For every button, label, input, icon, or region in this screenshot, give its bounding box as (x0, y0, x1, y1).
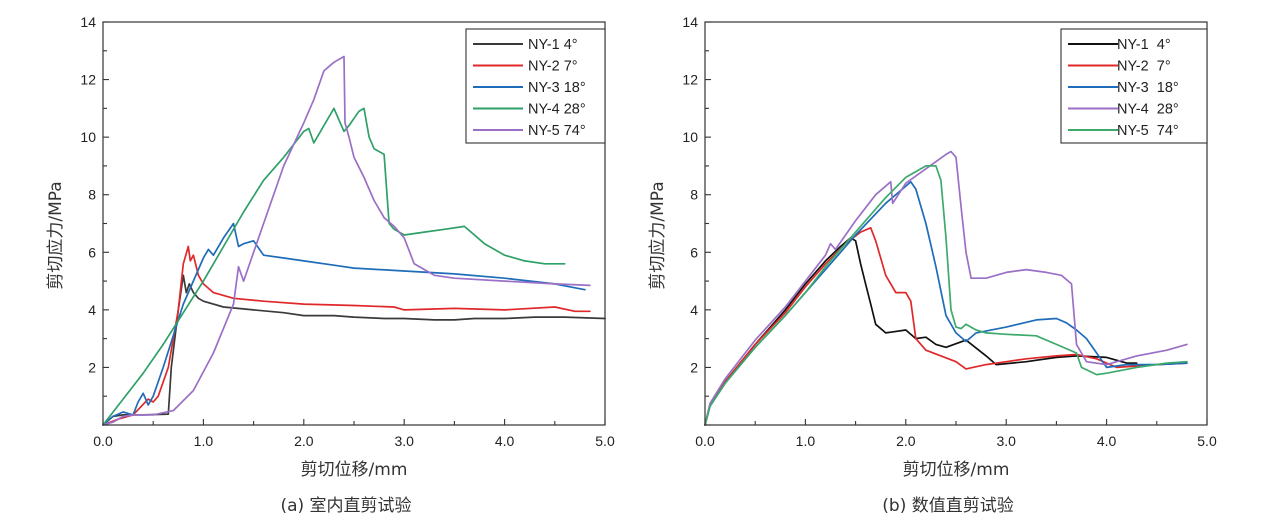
chart-b-series-layer (704, 150, 1188, 426)
chart-a-legend-item: NY-1 4° (473, 37, 578, 53)
chart-b-x-tick-label: 2.0 (896, 433, 916, 449)
chart-b-x-axis-title: 剪切位移/mm (903, 460, 1010, 480)
chart-a-legend-item: NY-5 74° (473, 123, 586, 139)
chart-a-series-4 (102, 107, 566, 426)
chart-b-legend-label: NY-1 4° (1117, 37, 1171, 53)
chart-b-legend-label: NY-2 7° (1117, 59, 1171, 75)
chart-b: 0.0 1.0 2.0 3.0 4.0 5.0 2 4 6 8 10 12 14 剪切位移/mm 剪切… (648, 14, 1217, 516)
chart-a-series-1 (102, 274, 606, 426)
chart-a-legend-item: NY-4 28° (473, 102, 586, 118)
chart-b-legend-item: NY-4 28° (1068, 102, 1179, 118)
chart-a-caption: (a) 室内直剪试验 (280, 496, 411, 516)
chart-b-legend-item: NY-1 4° (1068, 37, 1171, 53)
chart-a-legend-label: NY-2 7° (528, 59, 578, 75)
chart-a-legend-label: NY-1 4° (528, 37, 578, 53)
chart-b-legend-item: NY-3 18° (1068, 80, 1179, 96)
chart-b-y-tick-label: 12 (682, 72, 698, 88)
chart-b-y-tick-label: 14 (682, 14, 698, 30)
chart-b-x-tick-label: 3.0 (996, 433, 1016, 449)
chart-b-x-tick-label: 0.0 (695, 433, 715, 449)
chart-b-y-tick-label: 2 (690, 359, 698, 375)
chart-b-series-1 (704, 237, 1138, 426)
chart-b-x-tick-label: 4.0 (1097, 433, 1117, 449)
chart-b-legend: NY-1 4° NY-2 7° NY-3 18° NY-4 28° NY-5 74° (1060, 28, 1208, 144)
chart-b-legend-item: NY-2 7° (1068, 59, 1171, 75)
chart-b-legend-item: NY-5 74° (1068, 123, 1179, 139)
chart-b-series-3 (704, 180, 1188, 426)
chart-b-x-tick-label: 1.0 (796, 433, 816, 449)
chart-b-legend-label: NY-3 18° (1117, 80, 1179, 96)
chart-a-x-axis-title: 剪切位移/mm (301, 460, 408, 480)
chart-a-y-tick-label: 10 (80, 129, 96, 145)
chart-b-y-tick-label: 8 (690, 187, 698, 203)
chart-a-legend-label: NY-3 18° (528, 80, 586, 96)
chart-a-x-tick-label: 2.0 (294, 433, 314, 449)
chart-b-y-tick-label: 10 (682, 129, 698, 145)
chart-b-legend-label: NY-5 74° (1117, 123, 1179, 139)
chart-a: 0.0 1.0 2.0 3.0 4.0 5.0 2 4 6 8 10 12 14 剪切位移/mm 剪切… (46, 14, 615, 516)
chart-b-y-axis-title: 剪切应力/MPa (648, 181, 668, 289)
chart-a-y-tick-label: 6 (88, 244, 96, 260)
chart-b-ticks (704, 21, 1208, 426)
chart-a-series-2 (102, 245, 591, 426)
chart-a-x-tick-label: 1.0 (194, 433, 214, 449)
chart-a-ticks (102, 21, 606, 426)
chart-b-series-4 (704, 150, 1188, 426)
chart-a-y-tick-label: 12 (80, 72, 96, 88)
chart-b-y-tick-labels: 2 4 6 8 10 12 14 (682, 14, 698, 375)
chart-a-y-tick-labels: 2 4 6 8 10 12 14 (80, 14, 96, 375)
chart-b-caption: (b) 数值直剪试验 (882, 496, 1013, 516)
chart-a-y-tick-label: 4 (88, 302, 96, 318)
chart-a-y-tick-label: 2 (88, 359, 96, 375)
chart-b-y-tick-label: 6 (690, 244, 698, 260)
chart-a-legend-label: NY-4 28° (528, 102, 586, 118)
chart-b-y-tick-label: 4 (690, 302, 698, 318)
chart-b-x-tick-label: 5.0 (1197, 433, 1217, 449)
chart-a-x-tick-label: 3.0 (394, 433, 414, 449)
chart-a-x-tick-labels: 0.0 1.0 2.0 3.0 4.0 5.0 (93, 433, 615, 449)
chart-a-x-tick-label: 5.0 (595, 433, 615, 449)
chart-a-x-tick-label: 4.0 (495, 433, 515, 449)
chart-b-x-tick-labels: 0.0 1.0 2.0 3.0 4.0 5.0 (695, 433, 1217, 449)
chart-b-series-2 (704, 226, 1188, 426)
chart-a-legend-label: NY-5 74° (528, 123, 586, 139)
chart-b-legend-label: NY-4 28° (1117, 102, 1179, 118)
chart-a-y-tick-label: 8 (88, 187, 96, 203)
chart-a-y-tick-label: 14 (80, 14, 96, 30)
chart-a-legend-item: NY-3 18° (473, 80, 586, 96)
chart-a-series-layer (102, 55, 606, 426)
chart-a-y-axis-title: 剪切应力/MPa (46, 181, 66, 289)
chart-a-legend-item: NY-2 7° (473, 59, 578, 75)
chart-a-x-tick-label: 0.0 (93, 433, 113, 449)
chart-b-series-5 (704, 165, 1188, 426)
chart-a-series-5 (102, 55, 591, 426)
chart-a-series-3 (102, 222, 586, 426)
chart-a-legend: NY-1 4° NY-2 7° NY-3 18° NY-4 28° NY-5 74° (465, 28, 606, 144)
